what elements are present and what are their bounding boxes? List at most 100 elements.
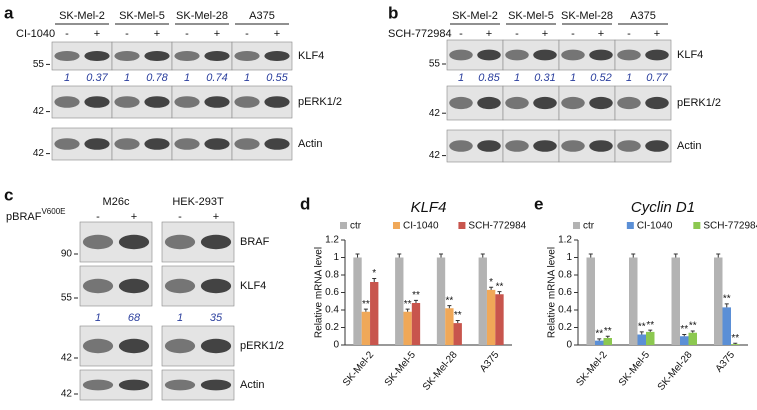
- panel-letter: d: [300, 194, 310, 213]
- error-bar: [455, 320, 460, 324]
- lane-sign: +: [94, 28, 100, 40]
- quantification: 0.85: [478, 72, 500, 84]
- blot-band: [54, 138, 80, 150]
- error-bar: [716, 253, 721, 258]
- error-bar: [631, 253, 636, 258]
- blot-band: [114, 50, 140, 62]
- treatment-label: pBRAFV600E: [6, 207, 66, 223]
- marker-label: 42: [61, 389, 73, 400]
- cell-line-label: A375: [630, 10, 656, 22]
- blot-band: [174, 50, 200, 62]
- bar: [586, 257, 595, 345]
- cell-line-label: SK-Mel-5: [119, 10, 165, 22]
- cell-line-label: SK-Mel-2: [452, 10, 498, 22]
- bar: [688, 332, 697, 345]
- bar: [478, 257, 487, 345]
- blot-band: [589, 49, 613, 61]
- bar: [486, 289, 496, 345]
- y-axis-label: Relative mRNA level: [314, 247, 325, 338]
- quantification: 1: [244, 72, 250, 84]
- blot-band: [114, 138, 140, 150]
- blot-band: [505, 49, 529, 61]
- error-bar: [480, 253, 485, 258]
- blot-band: [164, 278, 196, 294]
- blot-band: [264, 50, 290, 62]
- bar: [395, 257, 404, 345]
- quantification: 1: [177, 312, 183, 324]
- bar: [629, 257, 638, 345]
- x-tick-label: SK-Mel-2: [341, 349, 376, 388]
- blot-band: [164, 338, 196, 354]
- significance-label: **: [496, 281, 504, 292]
- error-bar: [363, 308, 368, 312]
- blot-band: [164, 234, 196, 250]
- protein-label: KLF4: [677, 49, 703, 61]
- legend-label: ctr: [583, 221, 595, 232]
- lane-sign: -: [459, 28, 463, 40]
- treatment-label: CI-1040: [16, 28, 55, 40]
- blot-band: [234, 96, 260, 108]
- blot-band: [200, 278, 232, 294]
- quantification: 1: [458, 72, 464, 84]
- quantification: 1: [184, 72, 190, 84]
- y-tick-label: 1: [566, 252, 572, 263]
- y-tick-label: 0.2: [558, 322, 572, 333]
- legend-swatch: [626, 222, 634, 229]
- blot-band: [200, 234, 232, 250]
- error-bar: [355, 253, 360, 258]
- blot-band: [561, 140, 585, 152]
- y-tick-label: 0.4: [558, 305, 572, 316]
- protein-label: Actin: [240, 379, 264, 391]
- blot-band: [144, 96, 170, 108]
- blot-band: [645, 140, 669, 152]
- blot-band: [449, 140, 473, 152]
- blot-band: [449, 96, 473, 110]
- cell-line-label: SK-Mel-28: [561, 10, 613, 22]
- lane-sign: -: [627, 28, 631, 40]
- significance-label: **: [731, 333, 739, 344]
- lane-sign: -: [185, 28, 189, 40]
- blot-band: [477, 96, 501, 110]
- quantification: 1: [514, 72, 520, 84]
- lane-sign: +: [274, 28, 280, 40]
- bar: [403, 311, 412, 345]
- blot-band: [589, 96, 613, 110]
- significance-label: *: [489, 277, 493, 288]
- significance-label: **: [445, 295, 453, 306]
- blot-band: [200, 379, 232, 391]
- legend-label: CI-1040: [403, 221, 439, 232]
- blot-band: [144, 50, 170, 62]
- blot-band: [200, 338, 232, 354]
- legend-swatch: [458, 222, 466, 229]
- y-tick-label: 0.2: [325, 322, 339, 333]
- cell-line-label: A375: [249, 10, 275, 22]
- legend-swatch: [573, 222, 580, 229]
- protein-label: Actin: [298, 138, 322, 150]
- lane-sign: +: [486, 28, 492, 40]
- quantification: 0.52: [590, 72, 611, 84]
- lane-sign: -: [571, 28, 575, 40]
- significance-label: **: [412, 290, 420, 301]
- quantification: 0.77: [646, 72, 668, 84]
- y-axis-label: Relative mRNA level: [547, 247, 558, 338]
- cell-line-label: SK-Mel-28: [176, 10, 228, 22]
- bar: [671, 257, 680, 345]
- error-bar: [413, 299, 418, 303]
- bar: [353, 257, 362, 345]
- chart-title: Cyclin D1: [631, 199, 695, 216]
- significance-label: **: [723, 294, 731, 305]
- legend-swatch: [693, 222, 701, 229]
- error-bar: [733, 342, 738, 345]
- protein-label: KLF4: [240, 280, 266, 292]
- lane-sign: -: [178, 211, 182, 223]
- y-tick-label: 1: [333, 252, 339, 263]
- bar: [453, 323, 462, 345]
- protein-label: Actin: [677, 140, 701, 152]
- bar: [714, 257, 723, 345]
- quantification: 1: [124, 72, 130, 84]
- error-bar: [724, 303, 729, 308]
- cell-line-label: HEK-293T: [172, 196, 224, 208]
- cell-line-label: SK-Mel-5: [508, 10, 554, 22]
- lane-sign: +: [542, 28, 548, 40]
- lane-sign: +: [213, 211, 219, 223]
